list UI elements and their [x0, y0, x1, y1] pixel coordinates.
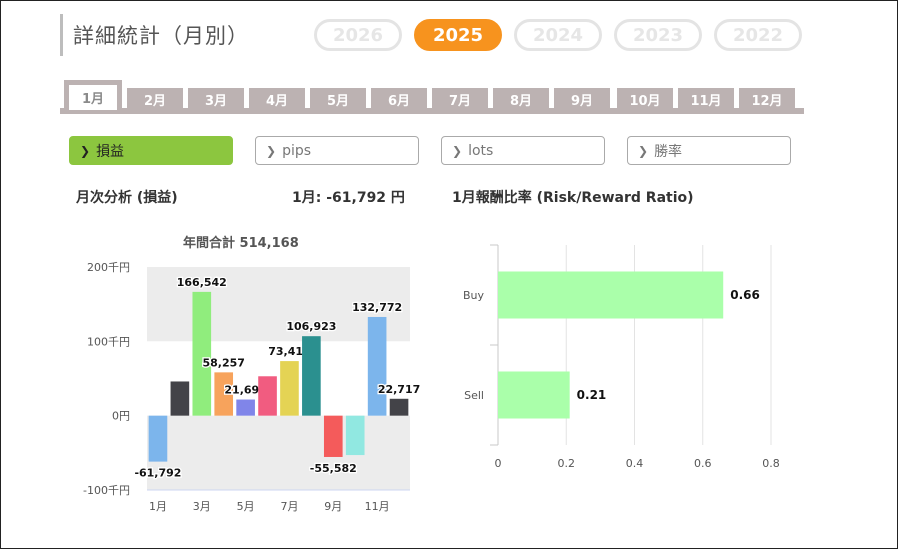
- filter-pnl-button[interactable]: ❯ 損益: [69, 136, 233, 165]
- bar-data-label: 106,923: [286, 320, 336, 333]
- bar-10月[interactable]: [345, 415, 365, 456]
- bar-11月[interactable]: [367, 316, 387, 416]
- y-tick-label: 100千円: [87, 335, 130, 348]
- x-tick-label: 5月: [237, 500, 255, 513]
- bar-data-label: -61,792: [134, 467, 181, 480]
- rr-heading: 1月報酬比率 (Risk/Reward Ratio): [452, 190, 694, 206]
- rr-ratio-chart: 0 0.2 0.4 0.6 0.8 Buy 0.66 Sell 0.21: [463, 244, 780, 470]
- bar-1月[interactable]: [148, 415, 168, 462]
- bar-2月[interactable]: [170, 381, 190, 416]
- bar-4月[interactable]: [214, 372, 234, 416]
- monthly-pnl-chart: 200千円 100千円 0円 -100千円 -61,792 166,542 58,257 21…: [83, 261, 420, 513]
- page-title: 詳細統計（月別）: [60, 14, 249, 56]
- chevron-right-icon: ❯: [452, 143, 463, 158]
- bar-3月[interactable]: [192, 291, 212, 416]
- filter-label: pips: [282, 142, 312, 159]
- year-button-2026[interactable]: 2026: [314, 19, 402, 51]
- tab-month-1[interactable]: 1月: [64, 80, 122, 110]
- filter-label: lots: [468, 142, 494, 159]
- grid-band: [147, 341, 410, 416]
- bar-data-label: 166,542: [177, 276, 227, 289]
- rr-data-label: 0.66: [730, 288, 760, 302]
- filter-lots-button[interactable]: ❯ lots: [441, 136, 605, 165]
- month-summary: 1月: -61,792 円: [292, 190, 405, 206]
- tab-month-9[interactable]: 9月: [554, 88, 610, 110]
- filter-label: 勝率: [654, 143, 683, 160]
- chevron-right-icon: ❯: [80, 143, 91, 158]
- year-button-2023[interactable]: 2023: [614, 19, 702, 51]
- tab-month-4[interactable]: 4月: [249, 88, 305, 110]
- x-tick-label: 0.4: [626, 457, 644, 470]
- bar-6月[interactable]: [258, 376, 277, 416]
- tab-month-10[interactable]: 10月: [617, 88, 673, 110]
- annual-total: 年間合計 514,168: [183, 236, 299, 251]
- x-tick-label: 0.8: [762, 457, 780, 470]
- y-tick-label: -100千円: [83, 484, 130, 497]
- bar-data-label: -55,582: [310, 462, 357, 475]
- bar-data-label: 132,772: [352, 301, 402, 314]
- bar-data-label: 22,717: [378, 383, 420, 396]
- tab-month-6[interactable]: 6月: [371, 88, 427, 110]
- x-tick-label: 11月: [365, 500, 390, 513]
- filter-label: 損益: [96, 143, 125, 160]
- bar-5月[interactable]: [236, 399, 255, 416]
- x-tick-label: 9月: [324, 500, 342, 513]
- bar-8月[interactable]: [302, 336, 321, 416]
- year-button-2024[interactable]: 2024: [514, 19, 602, 51]
- tab-month-2[interactable]: 2月: [127, 88, 183, 110]
- chevron-right-icon: ❯: [266, 143, 277, 158]
- bar-7月[interactable]: [280, 361, 299, 416]
- x-tick-label: 0.6: [694, 457, 712, 470]
- monthly-analysis-heading: 月次分析 (損益): [76, 190, 178, 206]
- bar-data-label: 21,699: [224, 384, 266, 397]
- grid-band: [147, 415, 410, 490]
- category-label: Sell: [464, 389, 484, 402]
- x-tick-label: 0: [495, 457, 502, 470]
- tab-month-5[interactable]: 5月: [310, 88, 366, 110]
- year-button-2025[interactable]: 2025: [414, 19, 502, 51]
- year-button-2022[interactable]: 2022: [714, 19, 802, 51]
- x-tick-label: 3月: [193, 500, 211, 513]
- y-tick-label: 0円: [112, 410, 130, 423]
- tab-month-12[interactable]: 12月: [739, 88, 795, 110]
- bar-9月[interactable]: [323, 415, 343, 457]
- rr-bar-sell[interactable]: [498, 371, 570, 419]
- chevron-right-icon: ❯: [638, 143, 649, 158]
- bar-data-label: 58,257: [202, 356, 244, 369]
- category-label: Buy: [463, 289, 485, 302]
- tab-month-8[interactable]: 8月: [493, 88, 549, 110]
- tab-month-7[interactable]: 7月: [432, 88, 488, 110]
- month-tabs: 1月 2月 3月 4月 5月 6月 7月 8月 9月 10月 11月 12月: [60, 78, 804, 114]
- rr-data-label: 0.21: [577, 388, 607, 402]
- y-tick-label: 200千円: [87, 261, 130, 274]
- bar-12月[interactable]: [389, 398, 409, 416]
- filter-winrate-button[interactable]: ❯ 勝率: [627, 136, 791, 165]
- x-tick-label: 0.2: [558, 457, 576, 470]
- x-tick-label: 7月: [280, 500, 298, 513]
- rr-bar-buy[interactable]: [498, 271, 724, 319]
- tab-month-3[interactable]: 3月: [188, 88, 244, 110]
- grid-band: [147, 267, 410, 342]
- x-tick-label: 1月: [149, 500, 167, 513]
- filter-pips-button[interactable]: ❯ pips: [255, 136, 419, 165]
- page-title-text: 詳細統計（月別）: [73, 24, 249, 48]
- tab-month-11[interactable]: 11月: [678, 88, 734, 110]
- year-selector: 2026 2025 2024 2023 2022: [314, 19, 802, 51]
- bar-data-label: 73,411: [268, 345, 310, 358]
